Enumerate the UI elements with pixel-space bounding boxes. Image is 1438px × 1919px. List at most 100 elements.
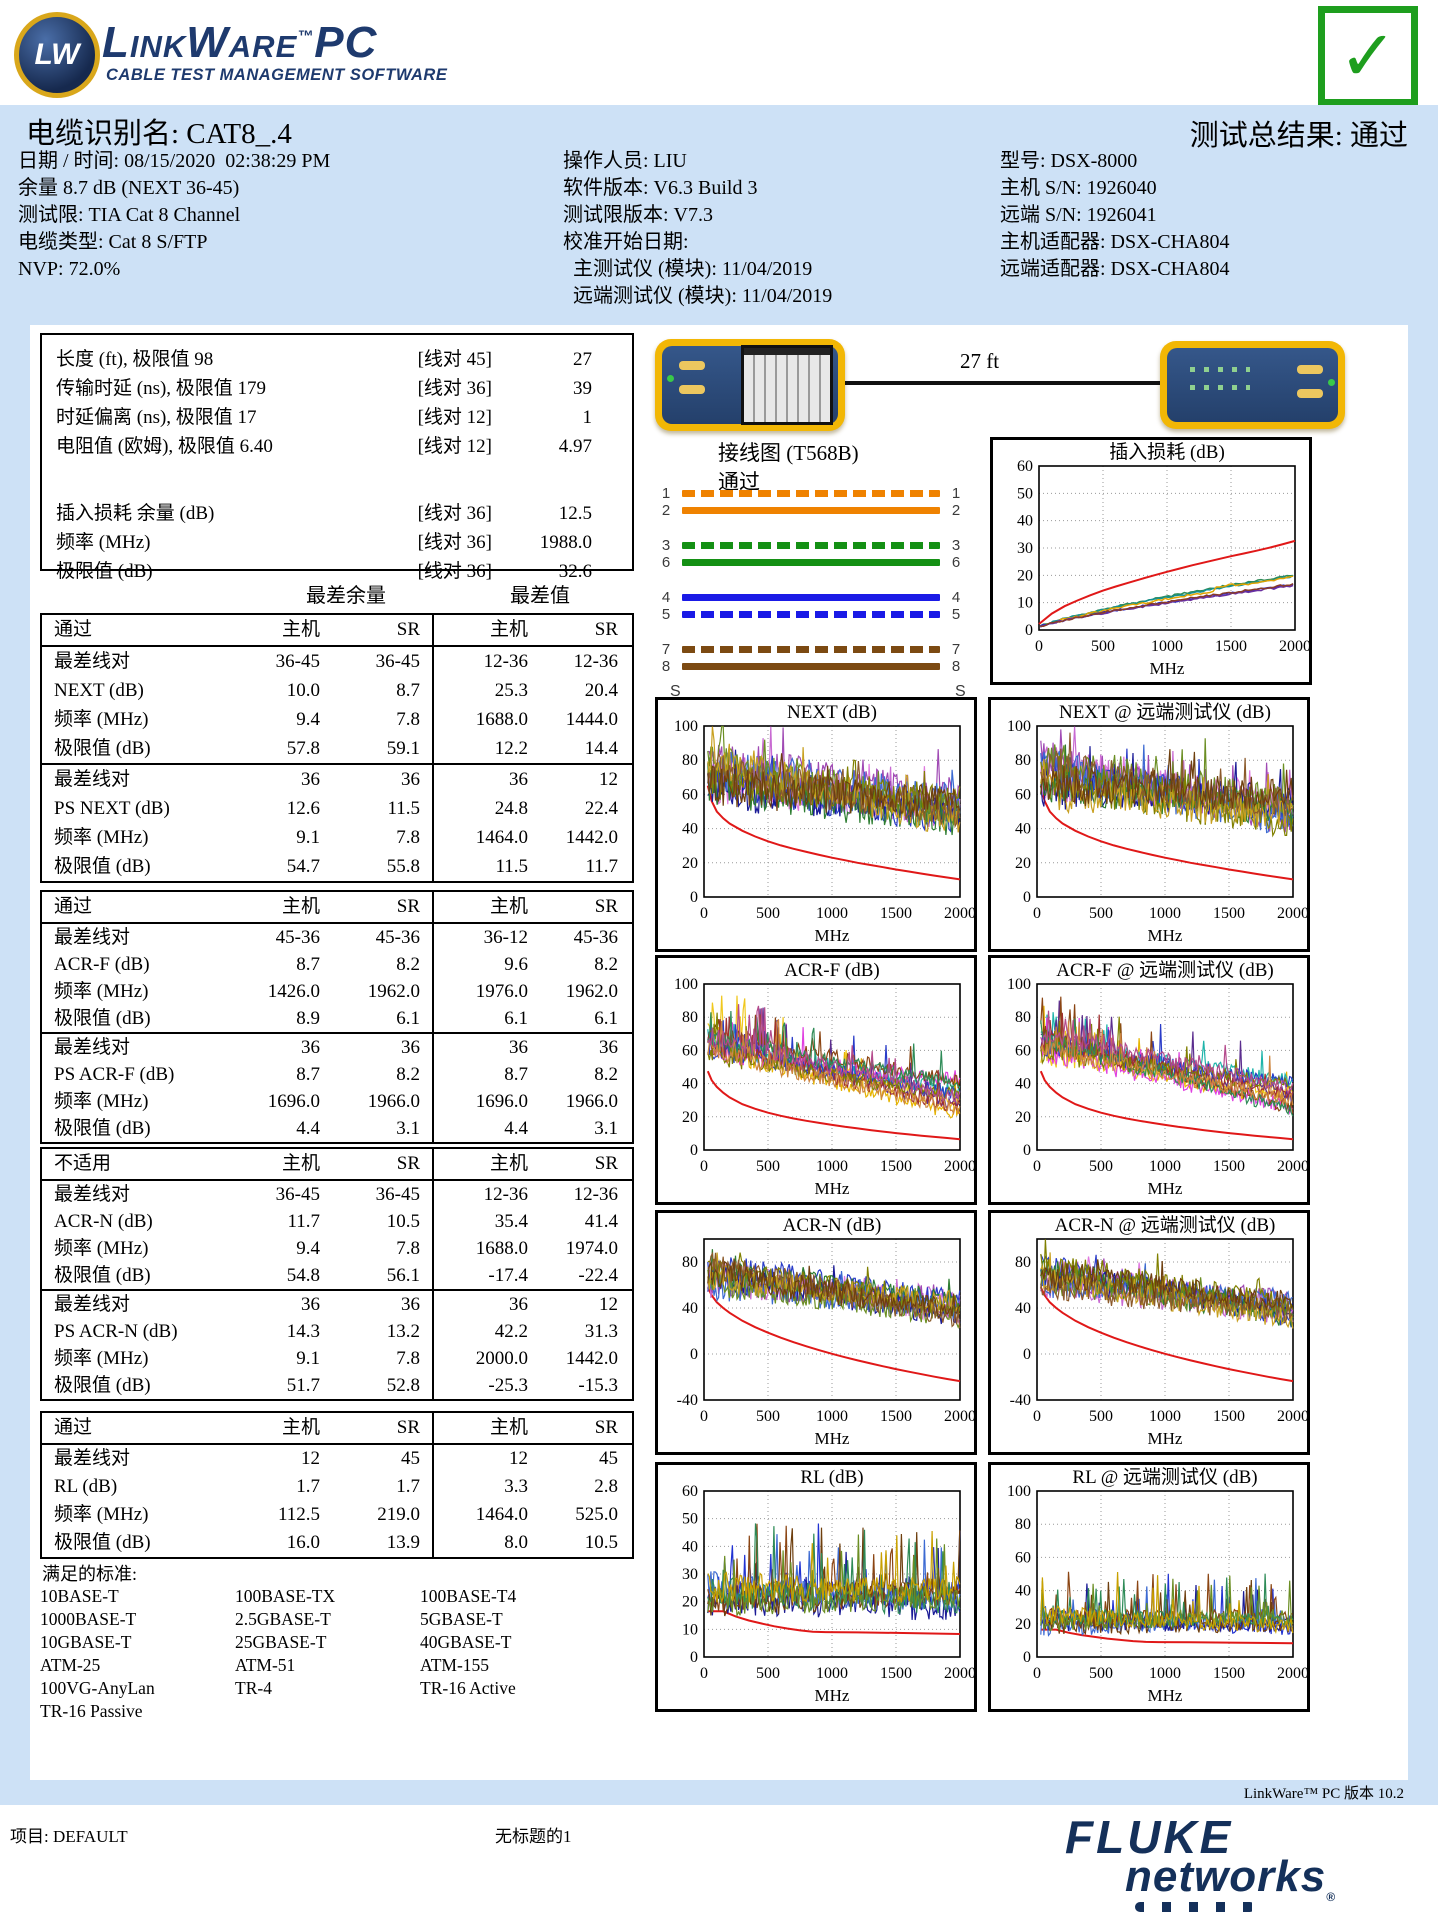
svg-text:80: 80 <box>1015 1009 1031 1026</box>
info-value: 12.5 <box>558 503 592 524</box>
cell: 1426.0 <box>267 981 320 1002</box>
svg-text:40: 40 <box>682 1538 698 1555</box>
cell: 主机 <box>432 615 540 645</box>
cell: ACR-F (dB) <box>54 954 150 975</box>
standard-item: 10GBASE-T <box>40 1632 132 1652</box>
chart-acrf_sr: ACR-F @ 远端测试仪 (dB) 0 20 40 60 80 100 0 500 1000 15… <box>988 955 1310 1205</box>
cell: 1962.0 <box>367 981 420 1002</box>
cell: 12.2 <box>432 734 540 763</box>
pin-number: 6 <box>661 554 671 571</box>
cell: SR <box>396 619 420 640</box>
cell: 8.2 <box>396 1064 420 1085</box>
info-row: 电阻值 (欧姆), 极限值 6.40 [线对 12] 4.97 <box>56 432 592 461</box>
svg-text:MHz: MHz <box>815 1686 850 1705</box>
measurement-table: 通过 主机 SR 主机 SR 最差线对 12 45 12 45 RL (dB) 1.7 1.7 3.3 2.… <box>40 1411 634 1559</box>
cell: 11.7 <box>585 856 618 877</box>
svg-text:2000: 2000 <box>1277 1158 1307 1175</box>
svg-text:80: 80 <box>1015 1254 1031 1271</box>
svg-text:MHz: MHz <box>1148 1179 1183 1198</box>
cell: 3.1 <box>396 1118 420 1139</box>
cell: 10.5 <box>584 1532 618 1553</box>
header-row: 远端测试仪 (模块): 11/04/2019 <box>563 285 833 307</box>
logo-tm: ™ <box>297 28 315 46</box>
table-row: 最差线对 36-45 36-45 12-36 12-36 <box>42 1181 632 1208</box>
test-result-summary: 测试总结果: 通过 <box>1189 120 1408 152</box>
cell: 1464.0 <box>432 1501 540 1529</box>
standard-item: ATM-25 <box>40 1655 101 1675</box>
svg-text:40: 40 <box>682 821 698 838</box>
cell: 主机 <box>281 896 320 917</box>
cell: 36-12 <box>432 924 540 951</box>
svg-text:10: 10 <box>1017 595 1033 612</box>
svg-text:插入损耗 (dB): 插入损耗 (dB) <box>1109 441 1225 463</box>
header-row: 测试限版本: V7.3 <box>563 204 713 226</box>
table-row: ACR-N (dB) 11.7 10.5 35.4 41.4 <box>42 1208 632 1235</box>
cell: SR <box>396 1153 420 1174</box>
cable-length-label: 27 ft <box>960 349 1000 373</box>
table-row: 最差线对 36 36 36 36 <box>42 1032 632 1061</box>
svg-text:500: 500 <box>1089 1158 1113 1175</box>
header-row: 测试限: TIA Cat 8 Channel <box>18 204 241 226</box>
svg-text:1000: 1000 <box>1149 905 1181 922</box>
svg-text:0: 0 <box>1023 1649 1031 1666</box>
cell: -15.3 <box>578 1375 618 1396</box>
header-row: 远端 S/N: 1926041 <box>1000 204 1157 226</box>
cell: 极限值 (dB) <box>54 738 151 759</box>
cell: 主机 <box>432 1149 540 1179</box>
cell: 525.0 <box>575 1504 618 1525</box>
cell: 频率 (MHz) <box>54 1238 149 1259</box>
cell: 8.2 <box>594 1064 618 1085</box>
info-label: 插入损耗 余量 (dB) <box>56 503 215 524</box>
chart-rl_sr: RL @ 远端测试仪 (dB) 0 20 40 60 80 100 0 500 1000 1500 2… <box>988 1462 1310 1712</box>
wiremap-title: 接线图 (T568B) <box>718 441 859 465</box>
chart-next_sr: NEXT @ 远端测试仪 (dB) 0 20 40 60 80 100 0 500 1000 150… <box>988 697 1310 952</box>
svg-text:500: 500 <box>756 1408 780 1425</box>
svg-text:80: 80 <box>682 1254 698 1271</box>
svg-text:MHz: MHz <box>1148 926 1183 945</box>
info-value: 32.6 <box>558 561 592 582</box>
cell: 8.7 <box>296 954 320 975</box>
cell: -25.3 <box>432 1372 540 1399</box>
info-row: 时延偏离 (ns), 极限值 17 [线对 12] 1 <box>56 403 592 432</box>
svg-text:0: 0 <box>690 1142 698 1159</box>
svg-text:1000: 1000 <box>1149 1408 1181 1425</box>
header-row: 型号: DSX-8000 <box>1000 150 1138 172</box>
standards-column-3: 100BASE-T4 5GBASE-T 40GBASE-T ATM-155 TR-16 … <box>420 1585 605 1700</box>
cell: 36 <box>401 769 420 790</box>
table-row: 极限值 (dB) 54.7 55.8 11.5 11.7 <box>42 852 632 881</box>
cell: 7.8 <box>396 709 420 730</box>
svg-text:2000: 2000 <box>1277 905 1307 922</box>
info-value: 27 <box>573 349 592 370</box>
chart-acrf_main: ACR-F (dB) 0 20 40 60 80 100 0 500 1000 1500 2000 MH… <box>655 955 977 1205</box>
table-row: NEXT (dB) 10.0 8.7 25.3 20.4 <box>42 676 632 705</box>
table-row: PS ACR-N (dB) 14.3 13.2 42.2 31.3 <box>42 1318 632 1345</box>
standards-column-2: 100BASE-TX 2.5GBASE-T 25GBASE-T ATM-51 TR-4 <box>235 1585 420 1700</box>
cell: 1976.0 <box>432 978 540 1005</box>
svg-text:2000: 2000 <box>1277 1408 1307 1425</box>
cell: 通过 <box>54 619 93 640</box>
cell: 24.8 <box>432 794 540 823</box>
cell: PS NEXT (dB) <box>54 798 170 819</box>
cell: 频率 (MHz) <box>54 709 149 730</box>
svg-text:NEXT @ 远端测试仪 (dB): NEXT @ 远端测试仪 (dB) <box>1059 701 1271 723</box>
info-gap <box>56 461 592 499</box>
svg-text:0: 0 <box>690 889 698 906</box>
pin-number: 4 <box>951 589 961 606</box>
cell: 1688.0 <box>432 1235 540 1262</box>
svg-text:40: 40 <box>682 1300 698 1317</box>
table-row: 频率 (MHz) 9.4 7.8 1688.0 1974.0 <box>42 1235 632 1262</box>
svg-text:1500: 1500 <box>880 1665 912 1682</box>
svg-text:1000: 1000 <box>816 905 848 922</box>
svg-text:80: 80 <box>682 1009 698 1026</box>
cell: 9.6 <box>432 951 540 978</box>
svg-text:1000: 1000 <box>1151 638 1183 655</box>
svg-text:MHz: MHz <box>1148 1686 1183 1705</box>
cell: ACR-N (dB) <box>54 1211 153 1232</box>
info-row: 频率 (MHz) [线对 36] 1988.0 <box>56 528 592 557</box>
remote-tester-leds <box>1190 367 1250 372</box>
registered-mark: ® <box>1326 1889 1337 1904</box>
shield-label: S <box>955 683 966 700</box>
cell: 36-45 <box>375 1184 420 1205</box>
